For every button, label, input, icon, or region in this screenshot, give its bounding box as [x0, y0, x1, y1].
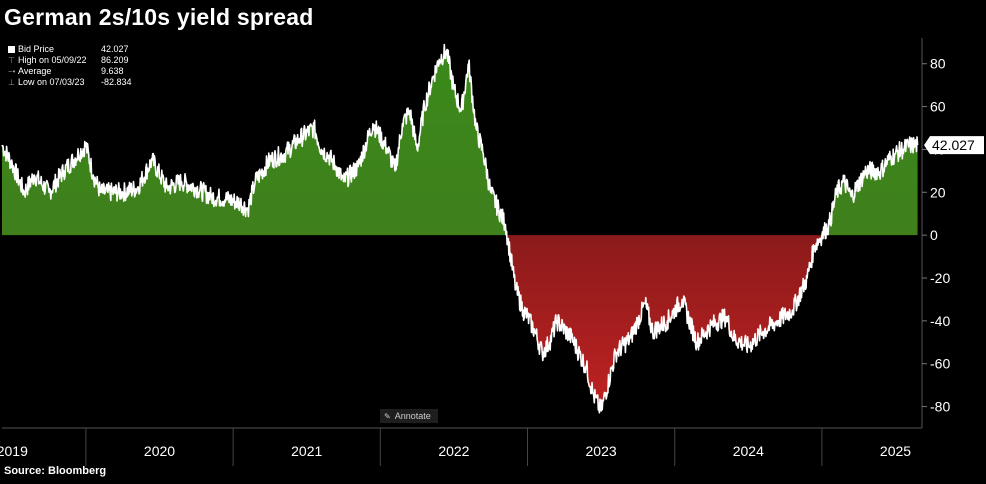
legend-label: Low on 07/03/23: [18, 77, 85, 87]
average-marker-icon: −•: [8, 67, 16, 76]
y-tick-label: 0: [930, 227, 938, 243]
y-tick-label: 20: [930, 184, 946, 200]
series-line-bid-price: [1, 43, 919, 414]
x-tick-label: 2022: [438, 443, 469, 459]
y-tick-label: 80: [930, 56, 946, 72]
area-layer: [2, 44, 918, 413]
legend-label: High on 05/09/22: [18, 55, 87, 65]
bid-swatch-icon: [8, 46, 15, 53]
negative-area: [2, 235, 918, 413]
legend-row-high: ⊤ High on 05/09/22 86.209: [8, 55, 161, 66]
x-tick-label: 2023: [586, 443, 617, 459]
y-tick-label: 60: [930, 99, 946, 115]
pencil-icon: ✎: [384, 411, 391, 421]
y-tick-label: -80: [930, 399, 950, 415]
last-value-badge: [924, 136, 984, 155]
legend-row-average: −• Average 9.638: [8, 66, 161, 77]
legend-value: 42.027: [101, 44, 129, 54]
legend-row-low: ⊥ Low on 07/03/23 -82.834: [8, 77, 161, 88]
annotate-button[interactable]: ✎ Annotate: [380, 409, 438, 423]
y-axis: 806040200-20-40-60-80: [922, 56, 950, 415]
source-note: Source: Bloomberg: [4, 465, 107, 477]
last-value-text: 42.027: [932, 137, 975, 153]
y-tick-label: -40: [930, 313, 950, 329]
x-separators: [85, 428, 823, 466]
chart-title: German 2s/10s yield spread: [4, 4, 314, 30]
legend-value: 9.638: [101, 66, 124, 76]
y-tick-label: -60: [930, 356, 950, 372]
x-tick-label: 2019: [0, 443, 28, 459]
y-tick-label: -20: [930, 270, 950, 286]
x-axis: 2019 2020 2021 2022 2023 2024 2025: [0, 443, 911, 459]
x-tick-label: 2021: [291, 443, 322, 459]
legend: Bid Price 42.027 ⊤ High on 05/09/22 86.20…: [8, 44, 161, 88]
positive-area: [2, 44, 918, 236]
legend-label: Average: [18, 66, 52, 76]
low-marker-icon: ⊥: [8, 78, 15, 87]
last-value-marker: 42.027: [924, 136, 984, 155]
line-layer: [1, 43, 919, 414]
x-tick-label: 2020: [144, 443, 175, 459]
legend-label: Bid Price: [18, 44, 55, 54]
x-tick-label: 2024: [733, 443, 764, 459]
x-tick-label: 2025: [880, 443, 911, 459]
annotate-label: Annotate: [394, 411, 431, 421]
high-marker-icon: ⊤: [8, 56, 15, 65]
legend-value: -82.834: [101, 77, 132, 87]
legend-value: 86.209: [101, 55, 129, 65]
legend-row-bid: Bid Price 42.027: [8, 44, 161, 55]
